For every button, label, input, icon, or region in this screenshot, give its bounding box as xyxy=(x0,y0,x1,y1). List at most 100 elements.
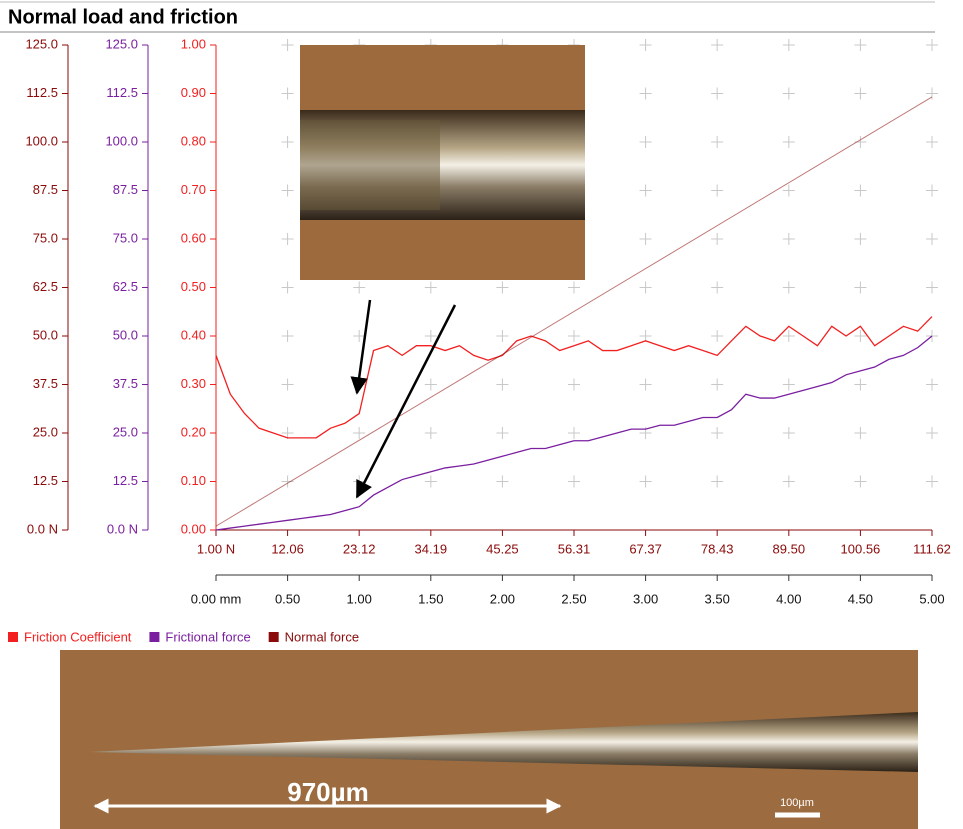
x-tick-label: 4.50 xyxy=(848,591,873,606)
x-tick-label: 111.62 xyxy=(913,541,951,556)
grid-cross xyxy=(281,475,294,488)
inset-photo xyxy=(300,45,585,280)
grid-cross xyxy=(926,281,938,294)
grid-cross xyxy=(424,330,437,342)
x-tick-label: 2.50 xyxy=(561,591,586,606)
x-tick-label: 100.56 xyxy=(841,541,881,556)
grid-cross xyxy=(281,136,294,148)
y-tick-label: 37.5 xyxy=(33,376,58,391)
x-tick-label: 89.50 xyxy=(773,541,806,556)
y-tick-label: 1.00 xyxy=(181,36,206,51)
grid-cross xyxy=(782,233,795,245)
x-tick-label: 0.00 mm xyxy=(191,591,242,606)
y-tick-label: 0.30 xyxy=(181,376,206,391)
grid-cross xyxy=(639,330,652,342)
series-line xyxy=(215,96,933,527)
y-tick-label: 0.0 N xyxy=(107,521,138,536)
legend-label: Frictional force xyxy=(165,629,250,644)
grid-cross xyxy=(711,184,724,197)
y-tick-label: 125.0 xyxy=(25,36,58,51)
arrow xyxy=(355,304,457,499)
grid-cross xyxy=(711,233,724,245)
grid-cross xyxy=(281,427,294,439)
grid-cross xyxy=(854,39,867,51)
grid-cross xyxy=(424,378,437,391)
y-tick-label: 75.0 xyxy=(113,230,138,245)
x-tick-label: 45.25 xyxy=(486,541,519,556)
grid-cross xyxy=(926,184,938,197)
grid-cross xyxy=(568,281,580,294)
grid-cross xyxy=(782,378,795,391)
grid-cross xyxy=(639,136,652,148)
grid-cross xyxy=(281,378,294,391)
legend-swatch xyxy=(8,632,18,642)
scratch-photo xyxy=(60,650,918,829)
grid-cross xyxy=(711,427,724,439)
x-tick-label: 12.06 xyxy=(271,541,304,556)
grid-cross xyxy=(926,378,938,391)
grid-cross xyxy=(639,184,652,197)
x-tick-label: 34.19 xyxy=(415,541,448,556)
x-tick-label: 3.50 xyxy=(705,591,730,606)
chart-title: Normal load and friction xyxy=(8,6,238,28)
y-tick-label: 0.0 N xyxy=(27,521,58,536)
grid-cross xyxy=(782,330,795,342)
y-tick-label: 0.00 xyxy=(181,521,206,536)
legend-label: Normal force xyxy=(285,629,359,644)
grid-cross xyxy=(639,233,652,245)
grid-cross xyxy=(782,184,795,197)
legend-swatch xyxy=(149,632,160,642)
grid-cross xyxy=(711,39,724,51)
arrow xyxy=(350,299,372,395)
grid-cross xyxy=(639,378,652,391)
y-tick-label: 25.0 xyxy=(113,424,138,439)
x-tick-label: 67.37 xyxy=(629,541,662,556)
grid-cross xyxy=(281,233,294,245)
grid-cross xyxy=(926,87,938,100)
grid-cross xyxy=(281,87,294,100)
x-tick-label: 78.43 xyxy=(701,541,734,556)
grid-cross xyxy=(782,136,795,148)
grid-cross xyxy=(353,281,366,294)
x-tick-label: 4.00 xyxy=(776,591,801,606)
y-tick-label: 50.0 xyxy=(113,327,138,342)
grid-cross xyxy=(854,281,867,294)
grid-cross xyxy=(854,330,867,342)
grid-cross xyxy=(496,378,509,391)
y-tick-label: 25.0 xyxy=(33,424,58,439)
scratch-length: 970µm xyxy=(287,777,368,807)
grid-cross xyxy=(711,87,724,100)
grid-cross xyxy=(639,281,652,294)
y-tick-label: 0.80 xyxy=(181,133,206,148)
x-tick-label: 0.50 xyxy=(275,591,300,606)
x-tick-label: 1.00 xyxy=(347,591,372,606)
grid-cross xyxy=(568,378,580,391)
grid-cross xyxy=(854,475,867,488)
grid-cross xyxy=(854,378,867,391)
y-tick-label: 0.60 xyxy=(181,230,206,245)
x-tick-label: 5.00 xyxy=(919,591,944,606)
legend-label: Friction Coefficient xyxy=(24,629,132,644)
grid-cross xyxy=(496,427,509,439)
y-tick-label: 0.20 xyxy=(181,424,206,439)
y-tick-label: 62.5 xyxy=(33,279,58,294)
grid-cross xyxy=(711,475,724,488)
legend-swatch xyxy=(268,632,279,642)
grid-cross xyxy=(854,233,867,245)
series-line xyxy=(215,335,933,531)
grid-cross xyxy=(281,281,294,294)
y-tick-label: 75.0 xyxy=(33,230,58,245)
grid-cross xyxy=(926,233,938,245)
grid-cross xyxy=(281,39,294,51)
series-line xyxy=(215,316,933,439)
y-tick-label: 0.90 xyxy=(181,85,206,100)
y-tick-label: 0.70 xyxy=(181,182,206,197)
grid-cross xyxy=(782,87,795,100)
grid-cross xyxy=(568,427,580,439)
scale-bar-label: 100µm xyxy=(780,797,814,809)
y-tick-label: 0.50 xyxy=(181,279,206,294)
grid-cross xyxy=(639,39,652,51)
y-tick-label: 87.5 xyxy=(33,182,58,197)
y-tick-label: 125.0 xyxy=(105,36,138,51)
